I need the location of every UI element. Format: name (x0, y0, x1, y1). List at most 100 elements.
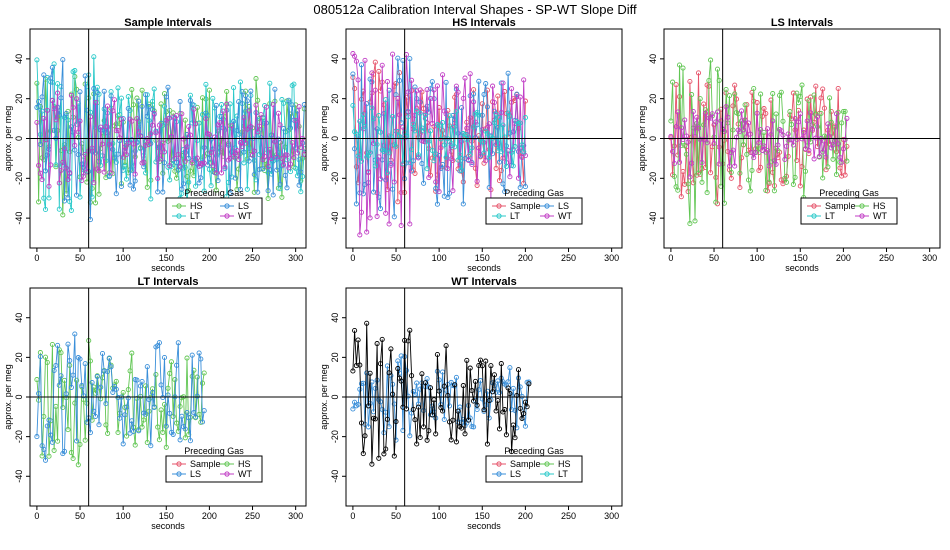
data-point (429, 147, 435, 153)
data-point (505, 70, 511, 76)
data-point (839, 120, 845, 126)
data-point (495, 397, 501, 404)
legend-label: HS (873, 201, 886, 211)
data-point (82, 361, 88, 367)
data-point (196, 180, 202, 186)
data-point (275, 110, 281, 116)
data-point (82, 73, 88, 79)
data-point (41, 115, 47, 121)
data-point (371, 116, 377, 122)
data-point (155, 155, 161, 161)
y-tick-label: 0 (14, 136, 24, 141)
x-tick-label: 150 (159, 253, 174, 263)
data-point (167, 163, 173, 169)
data-point (407, 159, 413, 166)
data-point (362, 123, 368, 129)
data-point (101, 88, 107, 94)
data-point (467, 151, 473, 158)
data-point (227, 190, 233, 196)
panel-title: LT Intervals (138, 276, 199, 288)
data-point (395, 96, 401, 102)
data-point (383, 446, 389, 452)
data-point (680, 136, 686, 143)
data-point (427, 128, 434, 134)
x-tick-label: 150 (475, 511, 490, 521)
data-point (414, 88, 420, 94)
data-point (393, 143, 399, 150)
data-point (172, 155, 178, 162)
data-point (390, 391, 396, 397)
data-point (291, 81, 297, 87)
data-point (823, 134, 829, 140)
y-axis-label: approx. per meg (319, 106, 329, 172)
data-point (98, 384, 104, 390)
data-point (65, 176, 71, 183)
data-point (34, 119, 40, 126)
y-tick-label: 0 (648, 136, 658, 141)
data-point (689, 92, 695, 98)
data-point (277, 122, 283, 128)
x-tick-label: 300 (288, 511, 303, 521)
data-point (818, 95, 824, 101)
data-point (46, 417, 52, 423)
data-point (51, 367, 57, 374)
data-point (168, 359, 174, 365)
data-point (377, 206, 384, 212)
data-point (524, 404, 530, 410)
data-point (194, 374, 200, 380)
data-point (186, 124, 192, 130)
data-point (184, 144, 190, 150)
data-point (445, 194, 451, 201)
data-point (695, 170, 702, 176)
data-point (685, 139, 691, 145)
x-tick-label: 50 (709, 253, 719, 263)
data-point (742, 102, 748, 108)
data-point (58, 373, 64, 379)
data-point (92, 124, 99, 130)
data-point (124, 152, 130, 158)
data-point (806, 98, 812, 104)
data-point (89, 145, 95, 151)
data-point (460, 383, 466, 389)
x-tick-label: 100 (750, 253, 765, 263)
data-point (842, 108, 848, 114)
y-tick-label: 0 (330, 136, 340, 141)
data-point (490, 83, 496, 89)
data-point (208, 136, 214, 142)
data-point (809, 126, 815, 132)
data-point (170, 413, 176, 419)
data-point (148, 196, 154, 202)
data-point (768, 131, 774, 138)
data-point (91, 180, 97, 186)
data-point (74, 377, 80, 383)
data-point (139, 424, 145, 430)
data-point (412, 417, 418, 423)
data-point (708, 170, 714, 176)
data-point (201, 370, 207, 376)
data-point (139, 378, 145, 385)
data-point (268, 132, 275, 138)
data-point (296, 182, 302, 188)
data-point (277, 181, 283, 187)
data-point (106, 141, 112, 147)
y-tick-label: 20 (648, 94, 658, 104)
data-point (476, 112, 482, 118)
legend-swatch-marker (224, 471, 230, 477)
data-point (296, 104, 302, 110)
data-point (137, 146, 143, 152)
data-point (502, 407, 508, 413)
data-point (369, 70, 375, 76)
data-point (391, 453, 397, 459)
series-group (350, 320, 532, 467)
data-point (752, 150, 758, 156)
data-point (367, 370, 373, 376)
legend-label: LS (510, 469, 521, 479)
data-point (77, 89, 83, 95)
data-point (77, 118, 83, 124)
data-point (262, 153, 268, 159)
data-point (127, 182, 133, 188)
data-point (790, 142, 796, 148)
data-point (496, 178, 503, 184)
data-point (182, 435, 188, 441)
